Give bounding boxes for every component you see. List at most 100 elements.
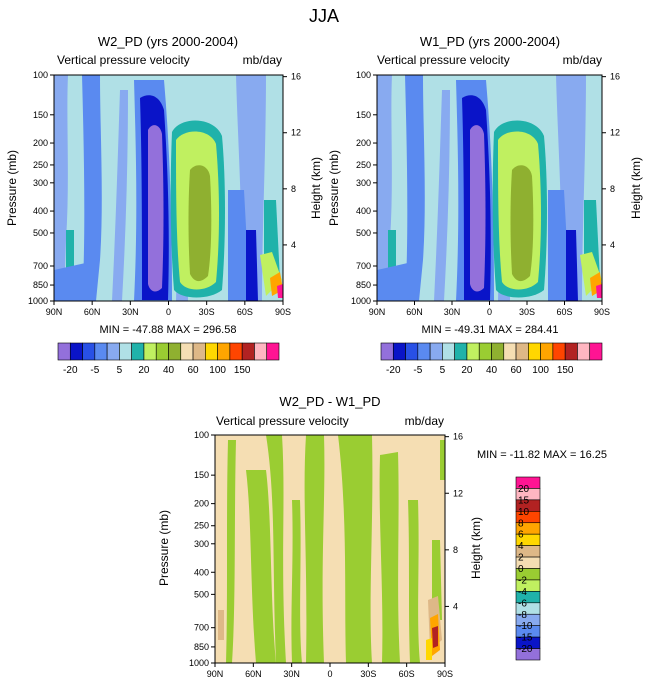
x-tick-label: 90N [46, 307, 63, 317]
colorbar-swatch [417, 342, 431, 361]
contour-region [291, 500, 302, 663]
x-tick-label: 90N [207, 669, 224, 679]
colorbar-swatch [229, 342, 243, 361]
colorbar-label: 100 [532, 365, 549, 376]
contour-region [548, 190, 570, 301]
contour-region [432, 626, 438, 648]
x-tick-label: 0 [487, 307, 492, 317]
colorbar-swatch [380, 342, 394, 361]
colorbar-swatch [82, 342, 96, 361]
x-tick-label: 60S [556, 307, 572, 317]
y-tick-label: 1000 [351, 296, 371, 306]
panel-left-label: Vertical pressure velocity [216, 414, 349, 428]
y-tick-label: 1000 [28, 296, 48, 306]
colorbar-swatch [119, 342, 132, 361]
y-tick-label: 300 [33, 178, 48, 188]
y2-tick-label: 16 [610, 72, 620, 82]
contour-region [54, 262, 90, 301]
colorbar-label: 20 [461, 365, 473, 376]
y-tick-label: 850 [356, 280, 371, 290]
contour-region [596, 284, 602, 298]
panel-units-label: mb/day [405, 414, 444, 428]
y-tick-label: 100 [33, 70, 48, 80]
contour-region [54, 75, 68, 301]
y2-tick-label: 12 [453, 488, 463, 498]
colorbar-label: 15 [518, 495, 530, 506]
y-tick-label: 150 [33, 110, 48, 120]
colorbar-label: 2 [518, 553, 524, 564]
colorbar-label: 4 [518, 541, 524, 552]
y2-axis-label: Height (km) [469, 517, 483, 579]
colorbar-swatch [192, 342, 206, 361]
stats-label: MIN = -11.82 MAX = 16.25 [477, 449, 607, 461]
y-tick-label: 200 [33, 138, 48, 148]
y2-tick-label: 8 [610, 184, 615, 194]
colorbar-swatch [69, 342, 83, 361]
contour-region [277, 284, 283, 298]
y2-tick-label: 16 [453, 432, 463, 442]
y2-tick-label: 4 [610, 240, 615, 250]
y-tick-label: 250 [33, 160, 48, 170]
y2-axis-label: Height (km) [309, 157, 323, 219]
page-title: JJA [309, 6, 339, 26]
contour-region [426, 638, 432, 660]
colorbar-swatch [106, 342, 120, 361]
x-tick-label: 30S [519, 307, 535, 317]
y-tick-label: 850 [194, 642, 209, 652]
panel-w1pd: W1_PD (yrs 2000-2004) Vertical pressure … [327, 34, 643, 336]
x-tick-label: 30S [360, 669, 376, 679]
panel-units-label: mb/day [243, 53, 282, 67]
panel-units-label: mb/day [563, 53, 602, 67]
panel-title: W1_PD (yrs 2000-2004) [420, 34, 560, 49]
contour-fill [377, 75, 602, 301]
colorbar-swatch [515, 342, 529, 361]
colorbar-label: -6 [518, 598, 527, 609]
colorbar-label: 5 [117, 365, 123, 376]
colorbar-swatch [491, 342, 505, 361]
colorbar-label: 60 [510, 365, 522, 376]
colorbar-swatch [577, 342, 591, 361]
contour-region [218, 610, 224, 640]
colorbar-swatch [515, 648, 541, 661]
colorbar-label: 0 [518, 564, 524, 575]
x-tick-label: 60N [245, 669, 262, 679]
colorbar-label: -8 [518, 610, 527, 621]
x-tick-label: 30N [122, 307, 139, 317]
colorbar-swatch [442, 342, 455, 361]
y-tick-label: 300 [356, 178, 371, 188]
colorbar-label: -5 [413, 365, 422, 376]
colorbar-swatch [143, 342, 157, 361]
y-axis-label: Pressure (mb) [157, 510, 171, 586]
y-tick-label: 400 [33, 206, 48, 216]
contour-region [246, 230, 258, 301]
y2-axis-label: Height (km) [629, 157, 643, 219]
colorbar-swatch [205, 342, 218, 361]
colorbar-swatch [217, 342, 231, 361]
y2-tick-label: 12 [610, 128, 620, 138]
y2-tick-label: 4 [453, 601, 458, 611]
contour-region [408, 500, 420, 663]
colorbar-swatch [180, 342, 194, 361]
contour-region [304, 435, 325, 663]
contour-region [226, 440, 236, 663]
y-tick-label: 400 [356, 206, 371, 216]
y-tick-label: 500 [194, 589, 209, 599]
colorbar-label: 10 [518, 507, 530, 518]
colorbar-label: -15 [518, 633, 533, 644]
contour-region [148, 125, 164, 292]
y-tick-label: 300 [194, 539, 209, 549]
x-tick-label: 60N [84, 307, 101, 317]
contour-region [405, 75, 425, 301]
x-tick-label: 60S [237, 307, 253, 317]
x-tick-label: 90S [275, 307, 291, 317]
stats-label: MIN = -47.88 MAX = 296.58 [100, 324, 237, 336]
panel-axes: 90N 60N 30N 0 30S 60S 90S 100 150 200 250 300 400 500… [351, 70, 620, 317]
y-tick-label: 400 [194, 567, 209, 577]
y-tick-label: 250 [194, 521, 209, 531]
y-tick-label: 700 [194, 623, 209, 633]
contour-region [338, 435, 373, 663]
colorbar-swatch [57, 342, 71, 361]
x-tick-label: 30N [444, 307, 461, 317]
colorbar-swatch [266, 342, 280, 361]
y-tick-label: 250 [356, 160, 371, 170]
